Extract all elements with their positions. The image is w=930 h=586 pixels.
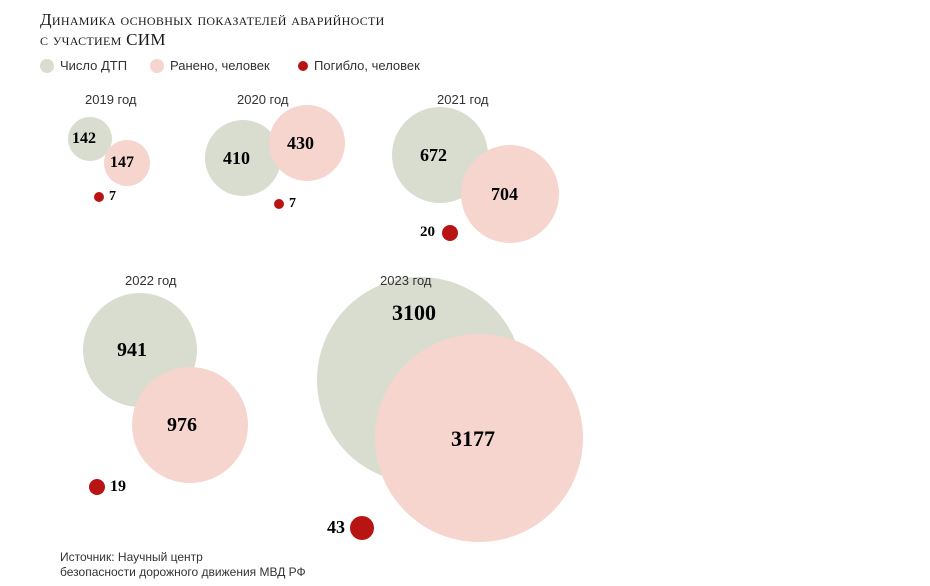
year-label: 2021 год: [437, 92, 489, 107]
year-label: 2020 год: [237, 92, 289, 107]
value-deaths: 20: [420, 224, 435, 241]
value-accidents: 142: [72, 130, 96, 148]
value-accidents: 941: [117, 339, 147, 362]
value-deaths: 7: [289, 196, 296, 212]
legend-dot: [40, 59, 54, 73]
value-injured: 704: [491, 184, 518, 205]
legend-label: Ранено, человек: [170, 58, 270, 73]
value-accidents: 672: [420, 145, 447, 166]
legend-label: Погибло, человек: [314, 58, 420, 73]
legend-item: Число ДТП: [40, 58, 127, 73]
source-line1: Источник: Научный центр: [60, 550, 203, 566]
value-deaths: 19: [110, 478, 126, 496]
value-injured: 147: [110, 154, 134, 172]
chart-title-line1: Динамика основных показателей аварийност…: [40, 10, 385, 30]
value-accidents: 410: [223, 148, 250, 169]
chart-title-line2: с участием СИМ: [40, 30, 166, 50]
value-deaths: 7: [109, 189, 116, 205]
bubble-deaths: [274, 199, 284, 209]
legend-item: Ранено, человек: [150, 58, 270, 73]
source-line2: безопасности дорожного движения МВД РФ: [60, 565, 306, 581]
bubble-deaths: [442, 225, 458, 241]
year-label: 2022 год: [125, 273, 177, 288]
value-injured: 3177: [451, 426, 495, 452]
bubble-deaths: [89, 479, 105, 495]
value-accidents: 3100: [392, 300, 436, 326]
legend-dot: [298, 61, 308, 71]
legend-dot: [150, 59, 164, 73]
bubble-deaths: [350, 516, 374, 540]
year-label: 2019 год: [85, 92, 137, 107]
value-deaths: 43: [327, 517, 345, 538]
year-label: 2023 год: [380, 273, 432, 288]
chart-root: { "title_line1": "Динамика основных пока…: [0, 0, 930, 586]
legend-label: Число ДТП: [60, 58, 127, 73]
value-injured: 976: [167, 414, 197, 437]
bubble-deaths: [94, 192, 104, 202]
value-injured: 430: [287, 133, 314, 154]
legend-item: Погибло, человек: [298, 58, 420, 73]
